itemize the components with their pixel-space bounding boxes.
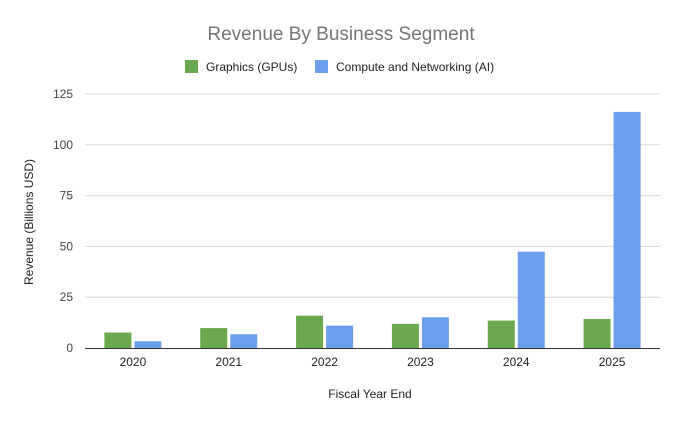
legend-swatch-graphics: [185, 60, 198, 73]
bar-graphics-2022: [296, 315, 324, 348]
legend: Graphics (GPUs) Compute and Networking (…: [185, 60, 494, 74]
y-tick-label: 50: [60, 239, 74, 253]
y-tick-label: 75: [60, 189, 74, 203]
bars: [104, 111, 641, 349]
bar-graphics-2025: [583, 318, 611, 348]
bar-compute-2020: [134, 341, 162, 348]
y-tick-label: 100: [53, 138, 73, 152]
bar-compute-2025: [613, 111, 641, 349]
x-tick-label: 2024: [503, 355, 530, 369]
y-tick-label: 25: [60, 290, 74, 304]
bar-graphics-2020: [104, 332, 132, 348]
bar-graphics-2024: [487, 320, 515, 348]
legend-swatch-compute: [315, 60, 328, 73]
x-tick-label: 2022: [311, 355, 338, 369]
bar-compute-2022: [326, 325, 354, 348]
x-tick-label: 2023: [407, 355, 434, 369]
y-axis-label: Revenue (Billions USD): [22, 159, 36, 285]
x-axis-ticks: 2020 2021 2022 2023 2024 2025: [120, 355, 626, 369]
y-tick-label: 0: [66, 341, 73, 355]
bar-compute-2023: [421, 317, 449, 348]
legend-label-compute: Compute and Networking (AI): [336, 60, 494, 74]
x-tick-label: 2021: [215, 355, 242, 369]
x-tick-label: 2025: [599, 355, 626, 369]
x-tick-label: 2020: [120, 355, 147, 369]
y-tick-label: 125: [53, 87, 73, 101]
gridlines: [85, 93, 660, 298]
chart-title: Revenue By Business Segment: [207, 24, 475, 45]
bar-compute-2024: [517, 251, 545, 348]
y-axis-ticks: 0 25 50 75 100 125: [53, 87, 73, 355]
legend-label-graphics: Graphics (GPUs): [206, 60, 297, 74]
x-axis-label: Fiscal Year End: [328, 387, 411, 401]
bar-graphics-2023: [391, 323, 419, 348]
bar-graphics-2021: [200, 328, 228, 348]
bar-compute-2021: [230, 334, 258, 348]
